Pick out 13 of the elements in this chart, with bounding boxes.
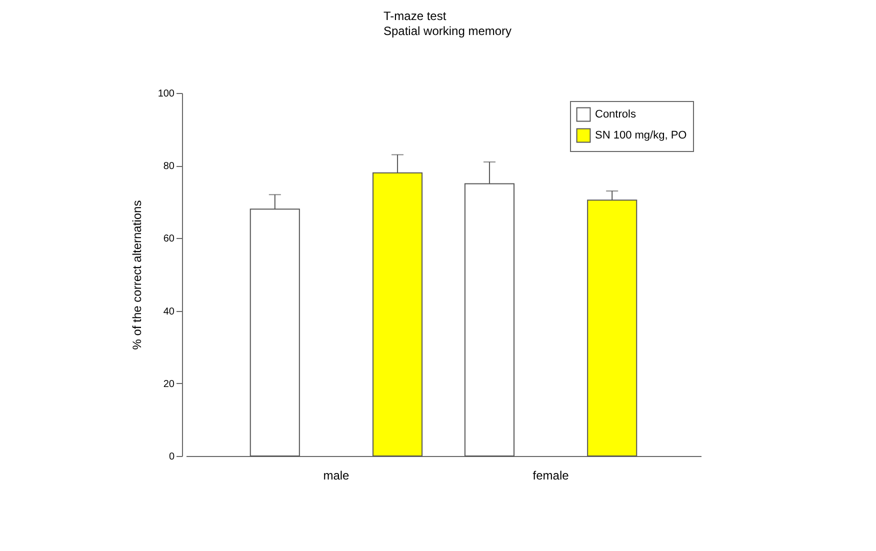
- chart-subtitle: Spatial working memory: [384, 24, 512, 38]
- x-tick-label: male: [323, 468, 350, 482]
- y-tick-label: 40: [163, 306, 175, 318]
- y-tick-label: 80: [163, 161, 175, 172]
- legend-label: SN 100 mg/kg, PO: [595, 130, 688, 142]
- y-tick-label: 0: [168, 452, 175, 462]
- legend-label: Controls: [595, 108, 636, 120]
- y-tick-label: 20: [163, 378, 175, 390]
- chart-title: T-maze test: [384, 9, 447, 23]
- y-axis-title: % of the correct alternations: [130, 200, 144, 350]
- y-tick-label: 60: [163, 234, 175, 245]
- y-tick-label: 100: [158, 88, 175, 100]
- x-tick-label: female: [532, 468, 570, 482]
